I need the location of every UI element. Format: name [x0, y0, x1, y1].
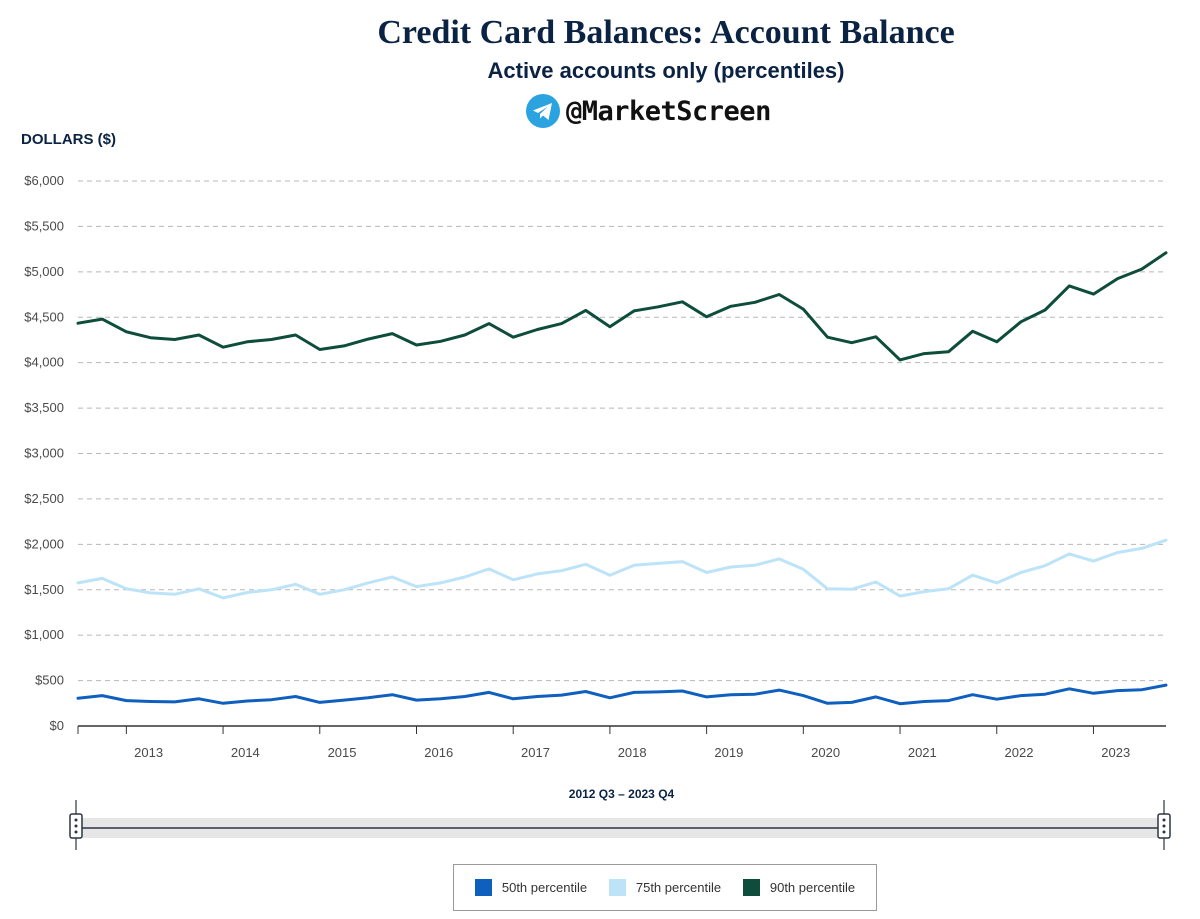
y-tick-label: $1,000: [24, 627, 64, 642]
series-lines: [76, 251, 1168, 706]
x-tick-label: 2015: [328, 745, 357, 760]
range-slider[interactable]: [69, 800, 1171, 850]
range-handle-right[interactable]: [1157, 813, 1171, 839]
legend-item-50th[interactable]: 50th percentile: [474, 879, 588, 896]
gridlines: [78, 180, 1166, 682]
x-tick-label: 2023: [1101, 745, 1130, 760]
series-line-50th[interactable]: [76, 683, 1168, 706]
y-tick-label: $4,000: [24, 355, 64, 370]
watermark-text: @MarketScreen: [566, 95, 771, 127]
y-tick-label: $0: [50, 718, 64, 733]
watermark: @MarketScreen: [526, 92, 771, 130]
y-tick-label: $5,000: [24, 264, 64, 279]
y-tick-label: $1,500: [24, 582, 64, 597]
legend-swatch-50th: [474, 879, 492, 896]
legend-swatch-75th: [608, 879, 626, 896]
legend-swatch-90th: [742, 879, 760, 896]
legend-label-50th: 50th percentile: [501, 880, 588, 895]
y-tick-label: $5,500: [24, 218, 64, 233]
legend-item-75th[interactable]: 75th percentile: [608, 879, 722, 896]
legend: 50th percentile 75th percentile 90th per…: [453, 864, 877, 911]
x-tick-label: 2016: [424, 745, 453, 760]
x-tick-label: 2018: [618, 745, 647, 760]
y-tick-label: $3,500: [24, 400, 64, 415]
y-tick-label: $4,500: [24, 309, 64, 324]
x-tick-label: 2020: [811, 745, 840, 760]
legend-item-90th[interactable]: 90th percentile: [742, 879, 856, 896]
x-tick-label: 2017: [521, 745, 550, 760]
series-line-90th[interactable]: [76, 251, 1168, 362]
y-tick-label: $2,500: [24, 491, 64, 506]
range-handle-left[interactable]: [69, 813, 83, 839]
legend-label-75th: 75th percentile: [635, 880, 722, 895]
y-tick-label: $500: [35, 673, 64, 688]
x-tick-label: 2014: [231, 745, 260, 760]
x-tick-label: 2019: [714, 745, 743, 760]
series-line-75th[interactable]: [76, 538, 1168, 600]
chart-subtitle: Active accounts only (percentiles): [487, 58, 845, 83]
y-tick-label: $6,000: [24, 173, 64, 188]
y-axis: $0 $500 $1,000 $1,500 $2,000 $2,500 $3,000 $3,5…: [24, 173, 64, 733]
x-axis: 2013 2014 2015 2016 2017 2018 2019 2020 2021 2022…: [77, 726, 1130, 760]
x-tick-label: 2022: [1005, 745, 1034, 760]
y-tick-label: $2,000: [24, 536, 64, 551]
telegram-icon: [526, 94, 560, 128]
y-tick-label: $3,000: [24, 446, 64, 461]
x-tick-label: 2021: [908, 745, 937, 760]
x-tick-label: 2013: [134, 745, 163, 760]
chart-title: Credit Card Balances: Account Balance: [377, 14, 955, 51]
y-axis-label: DOLLARS ($): [21, 131, 116, 148]
range-label: 2012 Q3 – 2023 Q4: [568, 787, 675, 801]
legend-label-90th: 90th percentile: [769, 880, 856, 895]
